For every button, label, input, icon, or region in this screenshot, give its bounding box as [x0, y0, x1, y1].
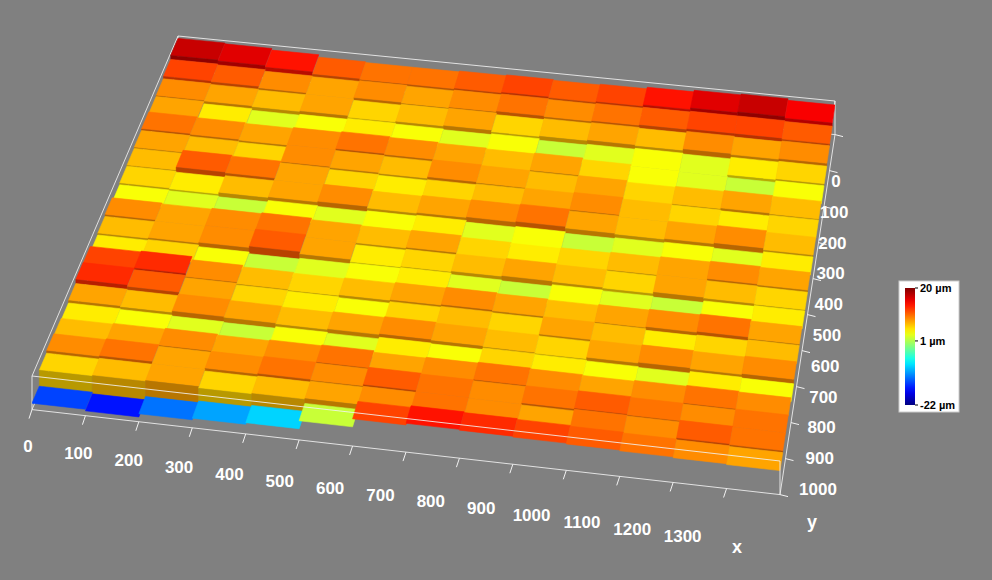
x-tick: [82, 416, 85, 425]
y-tick-label: 0: [831, 172, 840, 191]
y-tick-label: 200: [818, 234, 846, 253]
box-edge: [32, 376, 33, 410]
colorbar-label: -22 µm: [920, 399, 955, 411]
x-tick: [350, 446, 353, 455]
y-tick: [786, 459, 794, 461]
colorbar-label: 20 µm: [920, 282, 952, 294]
x-tick-label: 1100: [563, 513, 600, 532]
y-tick: [791, 423, 799, 425]
y-tick: [813, 279, 821, 281]
x-tick-label: 500: [266, 472, 294, 491]
surface-cell: [32, 386, 92, 409]
surface-cell: [246, 405, 305, 428]
y-tick-label: 700: [809, 388, 837, 407]
x-tick: [563, 470, 566, 479]
x-tick-label: 400: [215, 465, 243, 484]
x-axis-title: x: [732, 537, 742, 557]
colorbar-box: [899, 281, 959, 412]
x-tick-label: 800: [417, 492, 445, 511]
x-tick-label: 700: [366, 486, 394, 505]
y-tick: [835, 135, 843, 137]
y-tick-label: 600: [811, 357, 839, 376]
y-axis-title: y: [807, 512, 817, 532]
y-tick: [780, 495, 788, 497]
y-tick: [797, 387, 805, 389]
box-edge: [780, 461, 781, 495]
cell-top: [406, 406, 464, 430]
colorbar-tick: [915, 405, 918, 406]
x-tick-label: 0: [23, 437, 32, 456]
cell-top: [32, 386, 92, 409]
y-tick-label: 900: [806, 449, 834, 468]
x-tick: [243, 434, 246, 443]
x-tick-label: 900: [467, 499, 495, 518]
cell-top: [459, 413, 517, 437]
colorbar-label: 1 µm: [920, 335, 946, 347]
cell-top: [620, 433, 677, 457]
background: [0, 0, 992, 580]
surface-cell: [92, 358, 152, 399]
surface-cell: [139, 397, 199, 420]
colorbar: [905, 288, 915, 405]
x-tick: [510, 464, 513, 473]
colorbar-tick: [915, 288, 918, 289]
x-tick-label: 1000: [513, 506, 551, 525]
x-tick: [29, 410, 32, 419]
y-tick-label: 1000: [799, 480, 837, 499]
y-tick: [819, 243, 827, 245]
surface-cell: [85, 394, 145, 417]
box-edge: [32, 36, 178, 376]
x-tick: [670, 482, 673, 491]
x-tick: [136, 422, 139, 431]
surface-cell: [192, 401, 251, 424]
x-tick: [724, 489, 727, 498]
cell-top: [246, 405, 305, 428]
chart: 0100200300400500600700800900100011001200…: [0, 0, 992, 580]
x-tick-label: 300: [165, 458, 193, 477]
x-tick: [456, 458, 459, 467]
cell-top: [192, 401, 251, 424]
x-tick: [403, 452, 406, 461]
y-tick: [830, 171, 838, 173]
y-tick-label: 100: [820, 203, 848, 222]
box-edge: [178, 36, 835, 101]
x-tick-label: 1300: [664, 527, 702, 546]
surface-cell: [146, 363, 205, 402]
x-tick: [296, 440, 299, 449]
surface: [32, 38, 835, 470]
surface-cell: [199, 371, 258, 407]
surface-cell: [459, 413, 517, 437]
x-tick-label: 1200: [613, 520, 651, 539]
colorbar-tick: [915, 340, 918, 341]
y-tick: [802, 351, 810, 353]
x-tick: [189, 428, 192, 437]
y-tick-label: 500: [813, 326, 841, 345]
x-tick-label: 200: [115, 451, 143, 470]
cell-top: [139, 397, 199, 420]
y-tick: [808, 315, 816, 317]
box-edge: [32, 410, 780, 495]
y-tick-label: 800: [807, 418, 835, 437]
surface-cell: [39, 353, 99, 392]
y-tick-label: 400: [815, 295, 843, 314]
surface-cell: [620, 433, 677, 457]
x-tick-label: 100: [64, 444, 92, 463]
y-tick: [824, 207, 832, 209]
x-tick-label: 600: [316, 479, 344, 498]
surface-cell: [406, 406, 464, 430]
x-tick: [617, 476, 620, 485]
box-edge: [32, 376, 780, 461]
cell-top: [85, 394, 145, 417]
